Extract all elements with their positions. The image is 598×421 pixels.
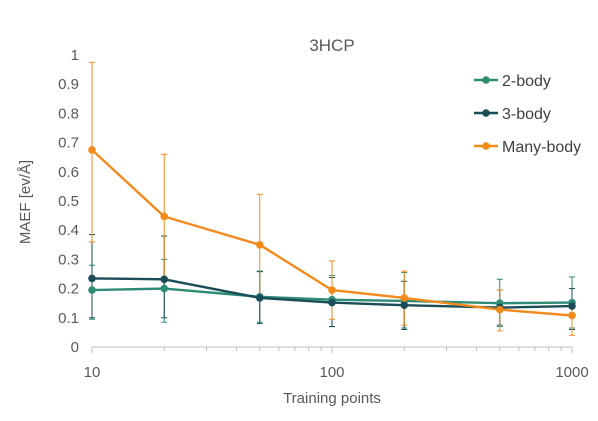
series-2-point [328,286,336,294]
series-1-point [328,298,336,307]
y-tick-label: 0.3 [58,251,79,268]
y-tick-label: 0.5 [58,193,79,210]
series-0-point [88,286,96,294]
series-points [88,146,576,320]
legend-swatch-marker [482,109,490,117]
legend: 2-body 3-body Many-body [474,73,581,156]
chart-title: 3HCP [309,36,354,55]
series-1-point [400,301,409,310]
y-tick-label: 0.9 [58,76,79,93]
x-axis: 10 100 1000 [84,346,589,381]
x-tick-label: 1000 [555,364,588,381]
series-1-point [568,302,576,310]
x-axis-title: Training points [283,390,381,407]
legend-label: 2-body [502,73,551,90]
y-tick-label: 1 [71,47,79,64]
legend-swatch-marker [482,76,490,84]
y-axis-title: MAEF [ev/Å] [17,160,34,244]
x-tick-label: 100 [319,364,344,381]
y-tick-label: 0.7 [58,135,79,152]
y-tick-label: 0.2 [58,281,79,298]
x-tick-label: 10 [84,364,101,381]
series-2-point [88,146,96,154]
series-0-point [160,284,169,293]
y-axis-ticks: 0 0.1 0.2 0.3 0.4 0.5 0.6 0.7 0.8 0.9 1 [58,47,79,356]
legend-label: Many-body [502,139,581,156]
legend-label: 3-body [502,106,551,123]
series-2-point [160,212,169,221]
error-bars [89,61,575,336]
series-2-point [495,305,504,314]
y-tick-label: 0.1 [58,310,79,327]
y-tick-label: 0.8 [58,105,79,122]
series-2-point [568,311,576,320]
series-1-point [160,275,169,284]
series-2-point [400,294,409,302]
y-tick-label: 0.4 [58,222,79,239]
legend-swatch-marker [482,142,490,150]
series-1-point [88,274,96,283]
y-tick-label: 0 [71,339,79,356]
y-tick-label: 0.6 [58,164,79,181]
series-2-point [255,241,264,249]
series-1-point [255,294,264,302]
